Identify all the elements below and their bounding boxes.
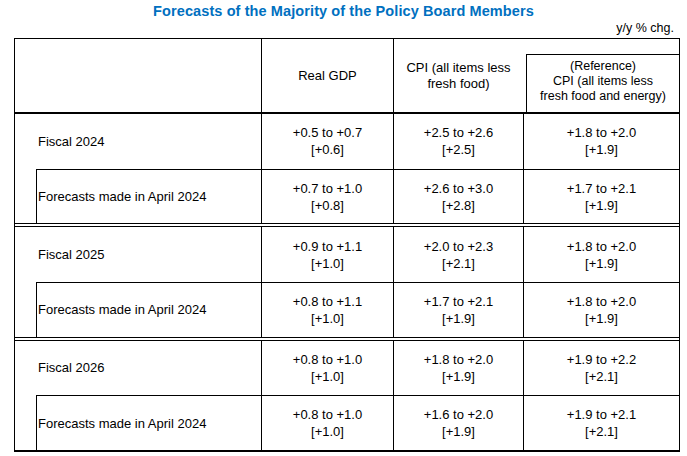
value-median: [+1.9] xyxy=(442,368,475,385)
row-label: Forecasts made in April 2024 xyxy=(38,416,206,431)
cell-ref: +1.9 to +2.2 [+2.1] xyxy=(523,341,679,396)
value-median: [+2.1] xyxy=(585,368,618,385)
header-reference-line3: fresh food and energy) xyxy=(540,89,666,104)
table-header-row: Real GDP CPI (all items less fresh food)… xyxy=(15,39,679,114)
value-range: +2.6 to +3.0 xyxy=(424,180,493,197)
cell-gdp: +0.5 to +0.7 [+0.6] xyxy=(261,114,393,169)
row-fiscal-2026: Fiscal 2026 +0.8 to +1.0 [+1.0] +1.8 to … xyxy=(15,341,679,396)
header-cpi: CPI (all items less fresh food) xyxy=(393,39,523,112)
value-median: [+1.9] xyxy=(442,423,475,440)
cell-gdp: +0.8 to +1.1 [+1.0] xyxy=(261,282,393,337)
header-cpi-line2: fresh food) xyxy=(427,76,489,92)
value-range: +1.8 to +2.0 xyxy=(567,124,636,141)
value-range: +0.7 to +1.0 xyxy=(293,180,362,197)
value-median: [+0.6] xyxy=(311,141,344,158)
value-range: +0.8 to +1.0 xyxy=(293,406,362,423)
forecast-table: Real GDP CPI (all items less fresh food)… xyxy=(14,38,680,452)
header-reference-line1: (Reference) xyxy=(570,59,636,74)
row-fiscal-2026-april-forecast: Forecasts made in April 2024 +0.8 to +1.… xyxy=(15,395,679,450)
value-median: [+1.0] xyxy=(311,310,344,327)
unit-note: y/y % chg. xyxy=(616,21,674,35)
group-fiscal-2024: Fiscal 2024 +0.5 to +0.7 [+0.6] +2.5 to … xyxy=(15,114,679,224)
value-range: +1.9 to +2.1 xyxy=(567,406,636,423)
cell-ref: +1.8 to +2.0 [+1.9] xyxy=(523,227,679,282)
row-fiscal-2025-april-forecast: Forecasts made in April 2024 +0.8 to +1.… xyxy=(15,282,679,337)
value-median: [+2.8] xyxy=(442,197,475,214)
row-label: Forecasts made in April 2024 xyxy=(38,302,206,317)
value-range: +1.7 to +2.1 xyxy=(567,180,636,197)
value-median: [+2.1] xyxy=(442,255,475,272)
subrow-label-cell: Forecasts made in April 2024 xyxy=(15,395,261,450)
cell-cpi: +2.0 to +2.3 [+2.1] xyxy=(393,227,523,282)
row-label: Fiscal 2024 xyxy=(15,114,261,169)
value-median: [+1.9] xyxy=(442,310,475,327)
value-range: +1.9 to +2.2 xyxy=(567,351,636,368)
header-reference-line2: CPI (all items less xyxy=(553,74,653,89)
value-median: [+1.9] xyxy=(585,310,618,327)
header-empty-cell xyxy=(15,39,261,112)
header-cpi-line1: CPI (all items less xyxy=(406,60,510,76)
forecast-report-page: Forecasts of the Majority of the Policy … xyxy=(0,0,687,456)
subrow-indent-box: Forecasts made in April 2024 xyxy=(36,169,261,224)
value-median: [+1.0] xyxy=(311,423,344,440)
value-median: [+2.5] xyxy=(442,141,475,158)
value-range: +1.8 to +2.0 xyxy=(567,238,636,255)
cell-cpi: +1.8 to +2.0 [+1.9] xyxy=(393,341,523,396)
page-title: Forecasts of the Majority of the Policy … xyxy=(0,3,687,19)
cell-cpi: +2.5 to +2.6 [+2.5] xyxy=(393,114,523,169)
value-range: +1.8 to +2.0 xyxy=(424,351,493,368)
subrow-label-cell: Forecasts made in April 2024 xyxy=(15,169,261,224)
cell-gdp: +0.9 to +1.1 [+1.0] xyxy=(261,227,393,282)
group-fiscal-2026: Fiscal 2026 +0.8 to +1.0 [+1.0] +1.8 to … xyxy=(15,340,679,450)
value-median: [+1.9] xyxy=(585,197,618,214)
cell-cpi: +1.7 to +2.1 [+1.9] xyxy=(393,282,523,337)
value-median: [+1.9] xyxy=(585,255,618,272)
row-fiscal-2024: Fiscal 2024 +0.5 to +0.7 [+0.6] +2.5 to … xyxy=(15,114,679,169)
header-reference-cell: (Reference) CPI (all items less fresh fo… xyxy=(523,39,679,112)
subrow-label-cell: Forecasts made in April 2024 xyxy=(15,282,261,337)
row-label: Forecasts made in April 2024 xyxy=(38,189,206,204)
subrow-indent-box: Forecasts made in April 2024 xyxy=(36,395,261,450)
value-median: [+0.8] xyxy=(311,197,344,214)
cell-gdp: +0.8 to +1.0 [+1.0] xyxy=(261,341,393,396)
cell-cpi: +2.6 to +3.0 [+2.8] xyxy=(393,169,523,224)
row-fiscal-2024-april-forecast: Forecasts made in April 2024 +0.7 to +1.… xyxy=(15,169,679,224)
value-range: +0.8 to +1.0 xyxy=(293,351,362,368)
cell-cpi: +1.6 to +2.0 [+1.9] xyxy=(393,395,523,450)
value-median: [+1.0] xyxy=(311,368,344,385)
value-range: +0.9 to +1.1 xyxy=(293,238,362,255)
header-real-gdp-label: Real GDP xyxy=(298,67,357,84)
value-range: +2.5 to +2.6 xyxy=(424,124,493,141)
reference-header-box: (Reference) CPI (all items less fresh fo… xyxy=(526,54,679,112)
value-median: [+1.9] xyxy=(585,141,618,158)
cell-gdp: +0.8 to +1.0 [+1.0] xyxy=(261,395,393,450)
cell-gdp: +0.7 to +1.0 [+0.8] xyxy=(261,169,393,224)
cell-ref: +1.8 to +2.0 [+1.9] xyxy=(523,282,679,337)
value-range: +1.8 to +2.0 xyxy=(567,293,636,310)
cell-ref: +1.9 to +2.1 [+2.1] xyxy=(523,395,679,450)
cell-ref: +1.7 to +2.1 [+1.9] xyxy=(523,169,679,224)
row-label: Fiscal 2026 xyxy=(15,341,261,396)
value-range: +0.5 to +0.7 xyxy=(293,124,362,141)
cell-ref: +1.8 to +2.0 [+1.9] xyxy=(523,114,679,169)
value-range: +1.7 to +2.1 xyxy=(424,293,493,310)
value-range: +0.8 to +1.1 xyxy=(293,293,362,310)
value-median: [+2.1] xyxy=(585,423,618,440)
value-median: [+1.0] xyxy=(311,255,344,272)
value-range: +1.6 to +2.0 xyxy=(424,406,493,423)
group-fiscal-2025: Fiscal 2025 +0.9 to +1.1 [+1.0] +2.0 to … xyxy=(15,226,679,337)
header-real-gdp: Real GDP xyxy=(261,39,393,112)
row-label: Fiscal 2025 xyxy=(15,227,261,282)
row-fiscal-2025: Fiscal 2025 +0.9 to +1.1 [+1.0] +2.0 to … xyxy=(15,227,679,282)
value-range: +2.0 to +2.3 xyxy=(424,238,493,255)
subrow-indent-box: Forecasts made in April 2024 xyxy=(36,282,261,337)
